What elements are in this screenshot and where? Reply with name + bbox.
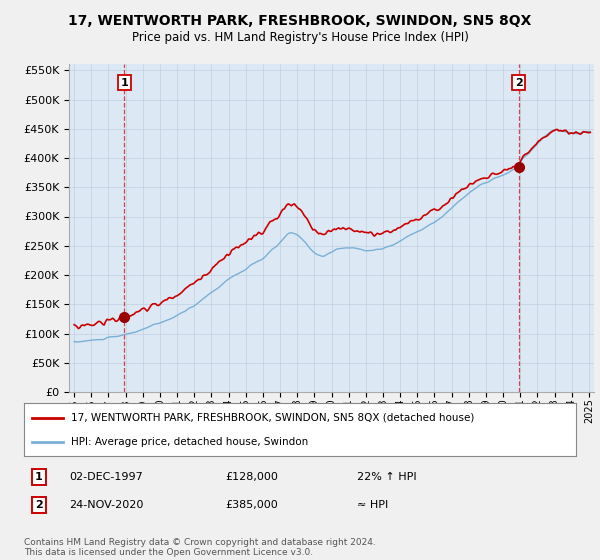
Text: 1: 1 [35, 472, 43, 482]
Text: 17, WENTWORTH PARK, FRESHBROOK, SWINDON, SN5 8QX (detached house): 17, WENTWORTH PARK, FRESHBROOK, SWINDON,… [71, 413, 474, 423]
Text: 22% ↑ HPI: 22% ↑ HPI [357, 472, 416, 482]
Text: £385,000: £385,000 [225, 500, 278, 510]
Text: Price paid vs. HM Land Registry's House Price Index (HPI): Price paid vs. HM Land Registry's House … [131, 31, 469, 44]
Text: 2: 2 [515, 77, 523, 87]
Text: £128,000: £128,000 [225, 472, 278, 482]
Text: Contains HM Land Registry data © Crown copyright and database right 2024.
This d: Contains HM Land Registry data © Crown c… [24, 538, 376, 557]
Text: 24-NOV-2020: 24-NOV-2020 [69, 500, 143, 510]
Text: HPI: Average price, detached house, Swindon: HPI: Average price, detached house, Swin… [71, 437, 308, 447]
Text: 2: 2 [35, 500, 43, 510]
Text: 02-DEC-1997: 02-DEC-1997 [69, 472, 143, 482]
Text: ≈ HPI: ≈ HPI [357, 500, 388, 510]
Text: 1: 1 [121, 77, 128, 87]
Text: 17, WENTWORTH PARK, FRESHBROOK, SWINDON, SN5 8QX: 17, WENTWORTH PARK, FRESHBROOK, SWINDON,… [68, 14, 532, 28]
